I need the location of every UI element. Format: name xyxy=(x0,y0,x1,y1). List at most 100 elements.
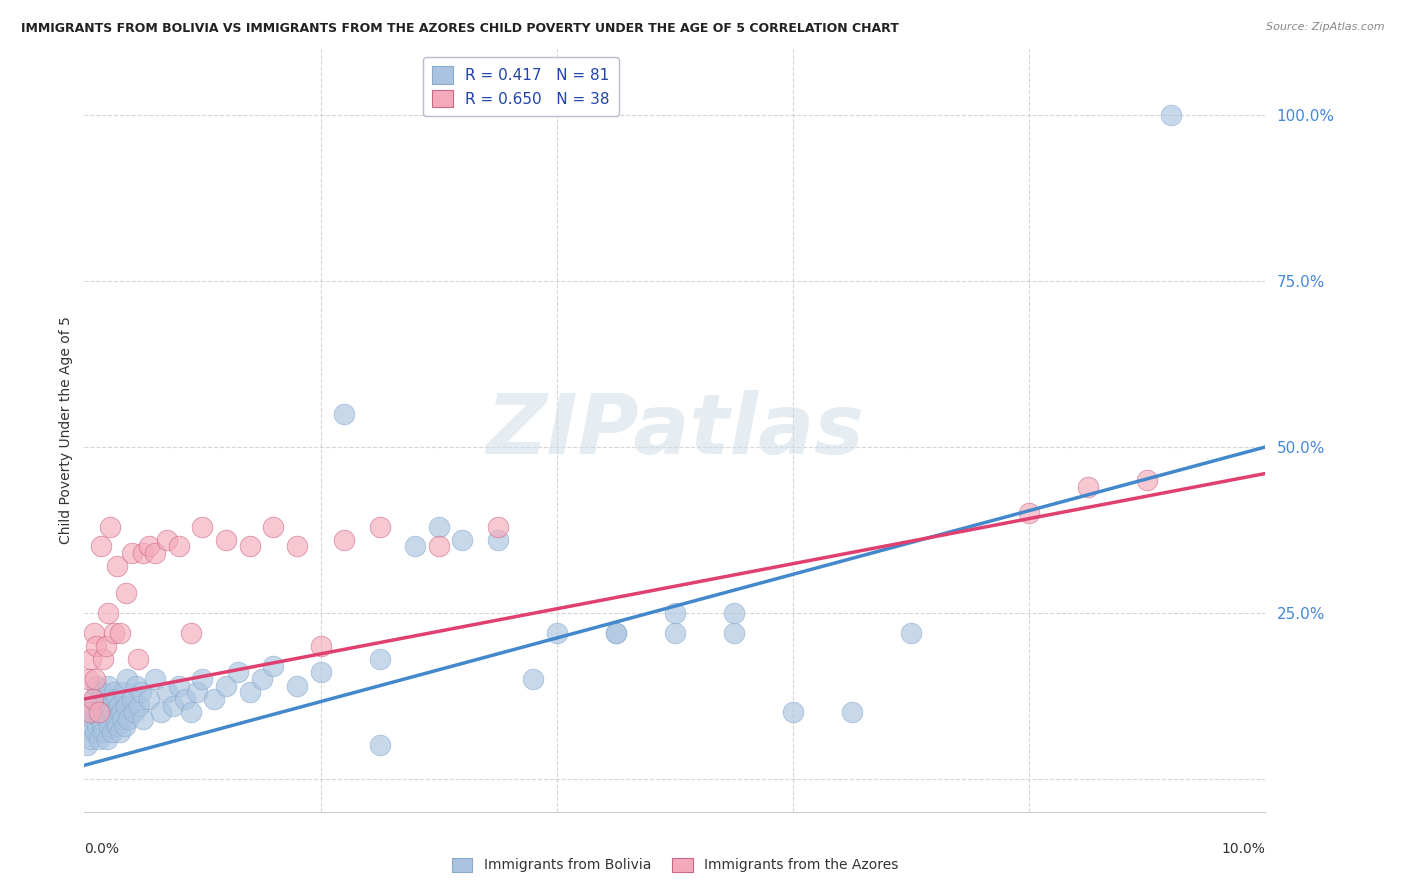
Point xyxy=(368,652,391,666)
Point xyxy=(333,407,356,421)
Point xyxy=(114,718,136,732)
Point xyxy=(107,718,129,732)
Point xyxy=(664,625,686,640)
Legend: Immigrants from Bolivia, Immigrants from the Azores: Immigrants from Bolivia, Immigrants from… xyxy=(446,852,904,878)
Point xyxy=(167,679,190,693)
Point xyxy=(84,725,107,739)
Point xyxy=(103,625,125,640)
Point xyxy=(84,679,107,693)
Point xyxy=(94,639,117,653)
Point xyxy=(522,672,544,686)
Point xyxy=(486,519,509,533)
Point xyxy=(98,698,121,713)
Point xyxy=(125,679,148,693)
Point xyxy=(404,540,426,554)
Point xyxy=(100,725,122,739)
Point xyxy=(605,625,627,640)
Point xyxy=(114,586,136,600)
Point xyxy=(250,672,273,686)
Point xyxy=(80,652,103,666)
Point xyxy=(132,712,155,726)
Point xyxy=(127,652,149,666)
Point xyxy=(82,692,104,706)
Y-axis label: Child Poverty Under the Age of 5: Child Poverty Under the Age of 5 xyxy=(59,317,73,544)
Point xyxy=(129,685,152,699)
Point xyxy=(91,652,114,666)
Point xyxy=(1160,108,1182,122)
Point xyxy=(368,519,391,533)
Point xyxy=(191,519,214,533)
Point xyxy=(156,533,179,547)
Point xyxy=(98,718,121,732)
Point xyxy=(664,606,686,620)
Point xyxy=(138,540,160,554)
Legend: R = 0.417   N = 81, R = 0.650   N = 38: R = 0.417 N = 81, R = 0.650 N = 38 xyxy=(423,57,619,117)
Point xyxy=(97,606,120,620)
Point xyxy=(83,625,105,640)
Point xyxy=(112,685,135,699)
Point xyxy=(110,705,132,719)
Point xyxy=(262,658,284,673)
Point xyxy=(262,519,284,533)
Point xyxy=(89,712,111,726)
Point xyxy=(98,519,121,533)
Point xyxy=(97,712,120,726)
Point xyxy=(79,705,101,719)
Point xyxy=(121,692,143,706)
Point xyxy=(191,672,214,686)
Point xyxy=(239,685,262,699)
Point xyxy=(841,705,863,719)
Point xyxy=(94,692,117,706)
Point xyxy=(285,540,308,554)
Text: 10.0%: 10.0% xyxy=(1222,842,1265,856)
Point xyxy=(173,692,195,706)
Point xyxy=(91,725,114,739)
Point xyxy=(1136,473,1159,487)
Point xyxy=(97,679,120,693)
Text: ZIPatlas: ZIPatlas xyxy=(486,390,863,471)
Point xyxy=(84,639,107,653)
Point xyxy=(486,533,509,547)
Point xyxy=(90,698,112,713)
Point xyxy=(108,625,131,640)
Point xyxy=(91,718,114,732)
Point xyxy=(117,712,139,726)
Point xyxy=(76,739,98,753)
Point xyxy=(114,698,136,713)
Point xyxy=(111,712,134,726)
Point xyxy=(91,685,114,699)
Point xyxy=(451,533,474,547)
Point xyxy=(309,665,332,680)
Point xyxy=(103,685,125,699)
Point xyxy=(86,718,108,732)
Point xyxy=(77,672,100,686)
Text: Source: ZipAtlas.com: Source: ZipAtlas.com xyxy=(1267,22,1385,32)
Point xyxy=(180,705,202,719)
Point xyxy=(226,665,249,680)
Point xyxy=(128,698,150,713)
Point xyxy=(239,540,262,554)
Point xyxy=(84,672,107,686)
Point xyxy=(215,679,238,693)
Point xyxy=(1018,506,1040,520)
Point xyxy=(108,725,131,739)
Point xyxy=(121,546,143,560)
Point xyxy=(80,731,103,746)
Point xyxy=(285,679,308,693)
Point xyxy=(723,625,745,640)
Point xyxy=(107,559,129,574)
Point xyxy=(186,685,208,699)
Point xyxy=(180,625,202,640)
Point xyxy=(115,672,138,686)
Point xyxy=(132,546,155,560)
Point xyxy=(309,639,332,653)
Point xyxy=(96,731,118,746)
Point xyxy=(82,712,104,726)
Point xyxy=(87,731,110,746)
Point xyxy=(87,705,110,719)
Point xyxy=(105,692,128,706)
Point xyxy=(162,698,184,713)
Point xyxy=(427,519,450,533)
Point xyxy=(101,705,124,719)
Point xyxy=(546,625,568,640)
